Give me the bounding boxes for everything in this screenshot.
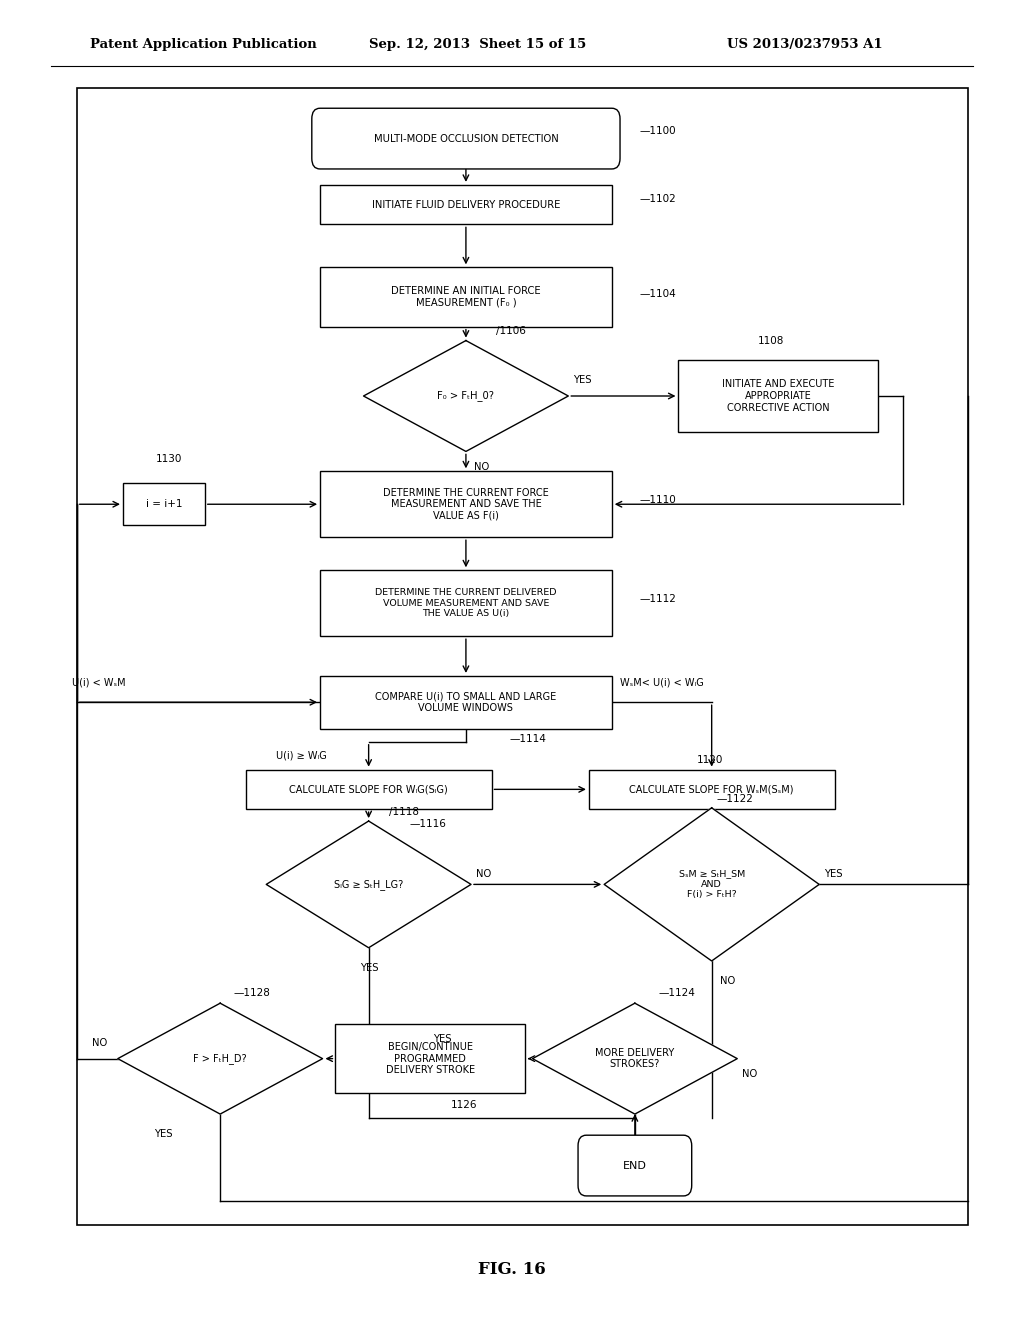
Text: CALCULATE SLOPE FOR WₗG(SₗG): CALCULATE SLOPE FOR WₗG(SₗG): [289, 784, 449, 795]
FancyBboxPatch shape: [246, 770, 492, 809]
Text: BEGIN/CONTINUE
PROGRAMMED
DELIVERY STROKE: BEGIN/CONTINUE PROGRAMMED DELIVERY STROK…: [385, 1041, 475, 1076]
Text: 1130: 1130: [156, 454, 182, 465]
FancyBboxPatch shape: [123, 483, 205, 525]
Text: —1128: —1128: [233, 987, 270, 998]
Text: F > FₜH_D?: F > FₜH_D?: [194, 1053, 247, 1064]
Text: YES: YES: [824, 869, 843, 879]
Text: MORE DELIVERY
STROKES?: MORE DELIVERY STROKES?: [595, 1048, 675, 1069]
Text: NO: NO: [476, 869, 492, 879]
Text: 1120: 1120: [696, 755, 723, 766]
Text: —1104: —1104: [640, 289, 677, 300]
Text: F₀ > FₜH_0?: F₀ > FₜH_0?: [437, 391, 495, 401]
Text: U(i) ≥ WₗG: U(i) ≥ WₗG: [276, 750, 328, 760]
Text: —1112: —1112: [640, 594, 677, 605]
FancyBboxPatch shape: [319, 471, 611, 537]
Text: YES: YES: [154, 1129, 172, 1139]
Text: /1106: /1106: [496, 326, 525, 337]
FancyBboxPatch shape: [336, 1024, 524, 1093]
Text: i = i+1: i = i+1: [145, 499, 182, 510]
Text: —1102: —1102: [640, 194, 677, 205]
FancyBboxPatch shape: [319, 185, 611, 224]
Text: SₛM ≥ SₜH_SM
AND
F(i) > FₜH?: SₛM ≥ SₜH_SM AND F(i) > FₜH?: [679, 870, 744, 899]
Text: MULTI-MODE OCCLUSION DETECTION: MULTI-MODE OCCLUSION DETECTION: [374, 133, 558, 144]
Text: YES: YES: [573, 375, 592, 385]
Text: WₛM< U(i) < WₗG: WₛM< U(i) < WₗG: [620, 677, 703, 688]
Text: U(i) < WₛM: U(i) < WₛM: [72, 677, 125, 688]
FancyBboxPatch shape: [578, 1135, 692, 1196]
Text: SₗG ≥ SₜH_LG?: SₗG ≥ SₜH_LG?: [334, 879, 403, 890]
Polygon shape: [118, 1003, 323, 1114]
Text: COMPARE U(i) TO SMALL AND LARGE
VOLUME WINDOWS: COMPARE U(i) TO SMALL AND LARGE VOLUME W…: [375, 692, 557, 713]
Text: 1108: 1108: [758, 335, 784, 346]
FancyBboxPatch shape: [319, 676, 611, 729]
Polygon shape: [604, 808, 819, 961]
FancyBboxPatch shape: [319, 570, 611, 636]
Text: —1124: —1124: [658, 987, 695, 998]
Text: NO: NO: [92, 1038, 108, 1048]
Text: 1126: 1126: [451, 1100, 477, 1110]
FancyBboxPatch shape: [319, 267, 611, 326]
FancyBboxPatch shape: [678, 359, 878, 433]
Text: YES: YES: [433, 1034, 452, 1044]
Text: DETERMINE THE CURRENT FORCE
MEASUREMENT AND SAVE THE
VALUE AS F(i): DETERMINE THE CURRENT FORCE MEASUREMENT …: [383, 487, 549, 521]
Text: US 2013/0237953 A1: US 2013/0237953 A1: [727, 37, 883, 50]
Text: END: END: [623, 1160, 647, 1171]
Text: —1110: —1110: [640, 495, 677, 506]
Text: YES: YES: [360, 962, 379, 973]
Text: —1114: —1114: [510, 734, 547, 744]
FancyBboxPatch shape: [589, 770, 835, 809]
Text: INITIATE AND EXECUTE
APPROPRIATE
CORRECTIVE ACTION: INITIATE AND EXECUTE APPROPRIATE CORRECT…: [722, 379, 835, 413]
Polygon shape: [266, 821, 471, 948]
Text: NO: NO: [474, 462, 489, 473]
Text: INITIATE FLUID DELIVERY PROCEDURE: INITIATE FLUID DELIVERY PROCEDURE: [372, 199, 560, 210]
Text: Sep. 12, 2013  Sheet 15 of 15: Sep. 12, 2013 Sheet 15 of 15: [369, 37, 586, 50]
Polygon shape: [532, 1003, 737, 1114]
Text: FIG. 16: FIG. 16: [478, 1262, 546, 1278]
Text: NO: NO: [742, 1069, 758, 1080]
Text: CALCULATE SLOPE FOR WₛM(SₛM): CALCULATE SLOPE FOR WₛM(SₛM): [630, 784, 794, 795]
Text: Patent Application Publication: Patent Application Publication: [90, 37, 316, 50]
Text: —1100: —1100: [640, 125, 677, 136]
Text: —1116: —1116: [410, 818, 446, 829]
Text: /1118: /1118: [389, 807, 419, 817]
Text: DETERMINE AN INITIAL FORCE
MEASUREMENT (F₀ ): DETERMINE AN INITIAL FORCE MEASUREMENT (…: [391, 286, 541, 308]
FancyBboxPatch shape: [311, 108, 620, 169]
Text: NO: NO: [720, 975, 735, 986]
Text: DETERMINE THE CURRENT DELIVERED
VOLUME MEASUREMENT AND SAVE
THE VALUE AS U(i): DETERMINE THE CURRENT DELIVERED VOLUME M…: [375, 589, 557, 618]
Text: —1122: —1122: [717, 793, 754, 804]
Polygon shape: [364, 341, 568, 451]
